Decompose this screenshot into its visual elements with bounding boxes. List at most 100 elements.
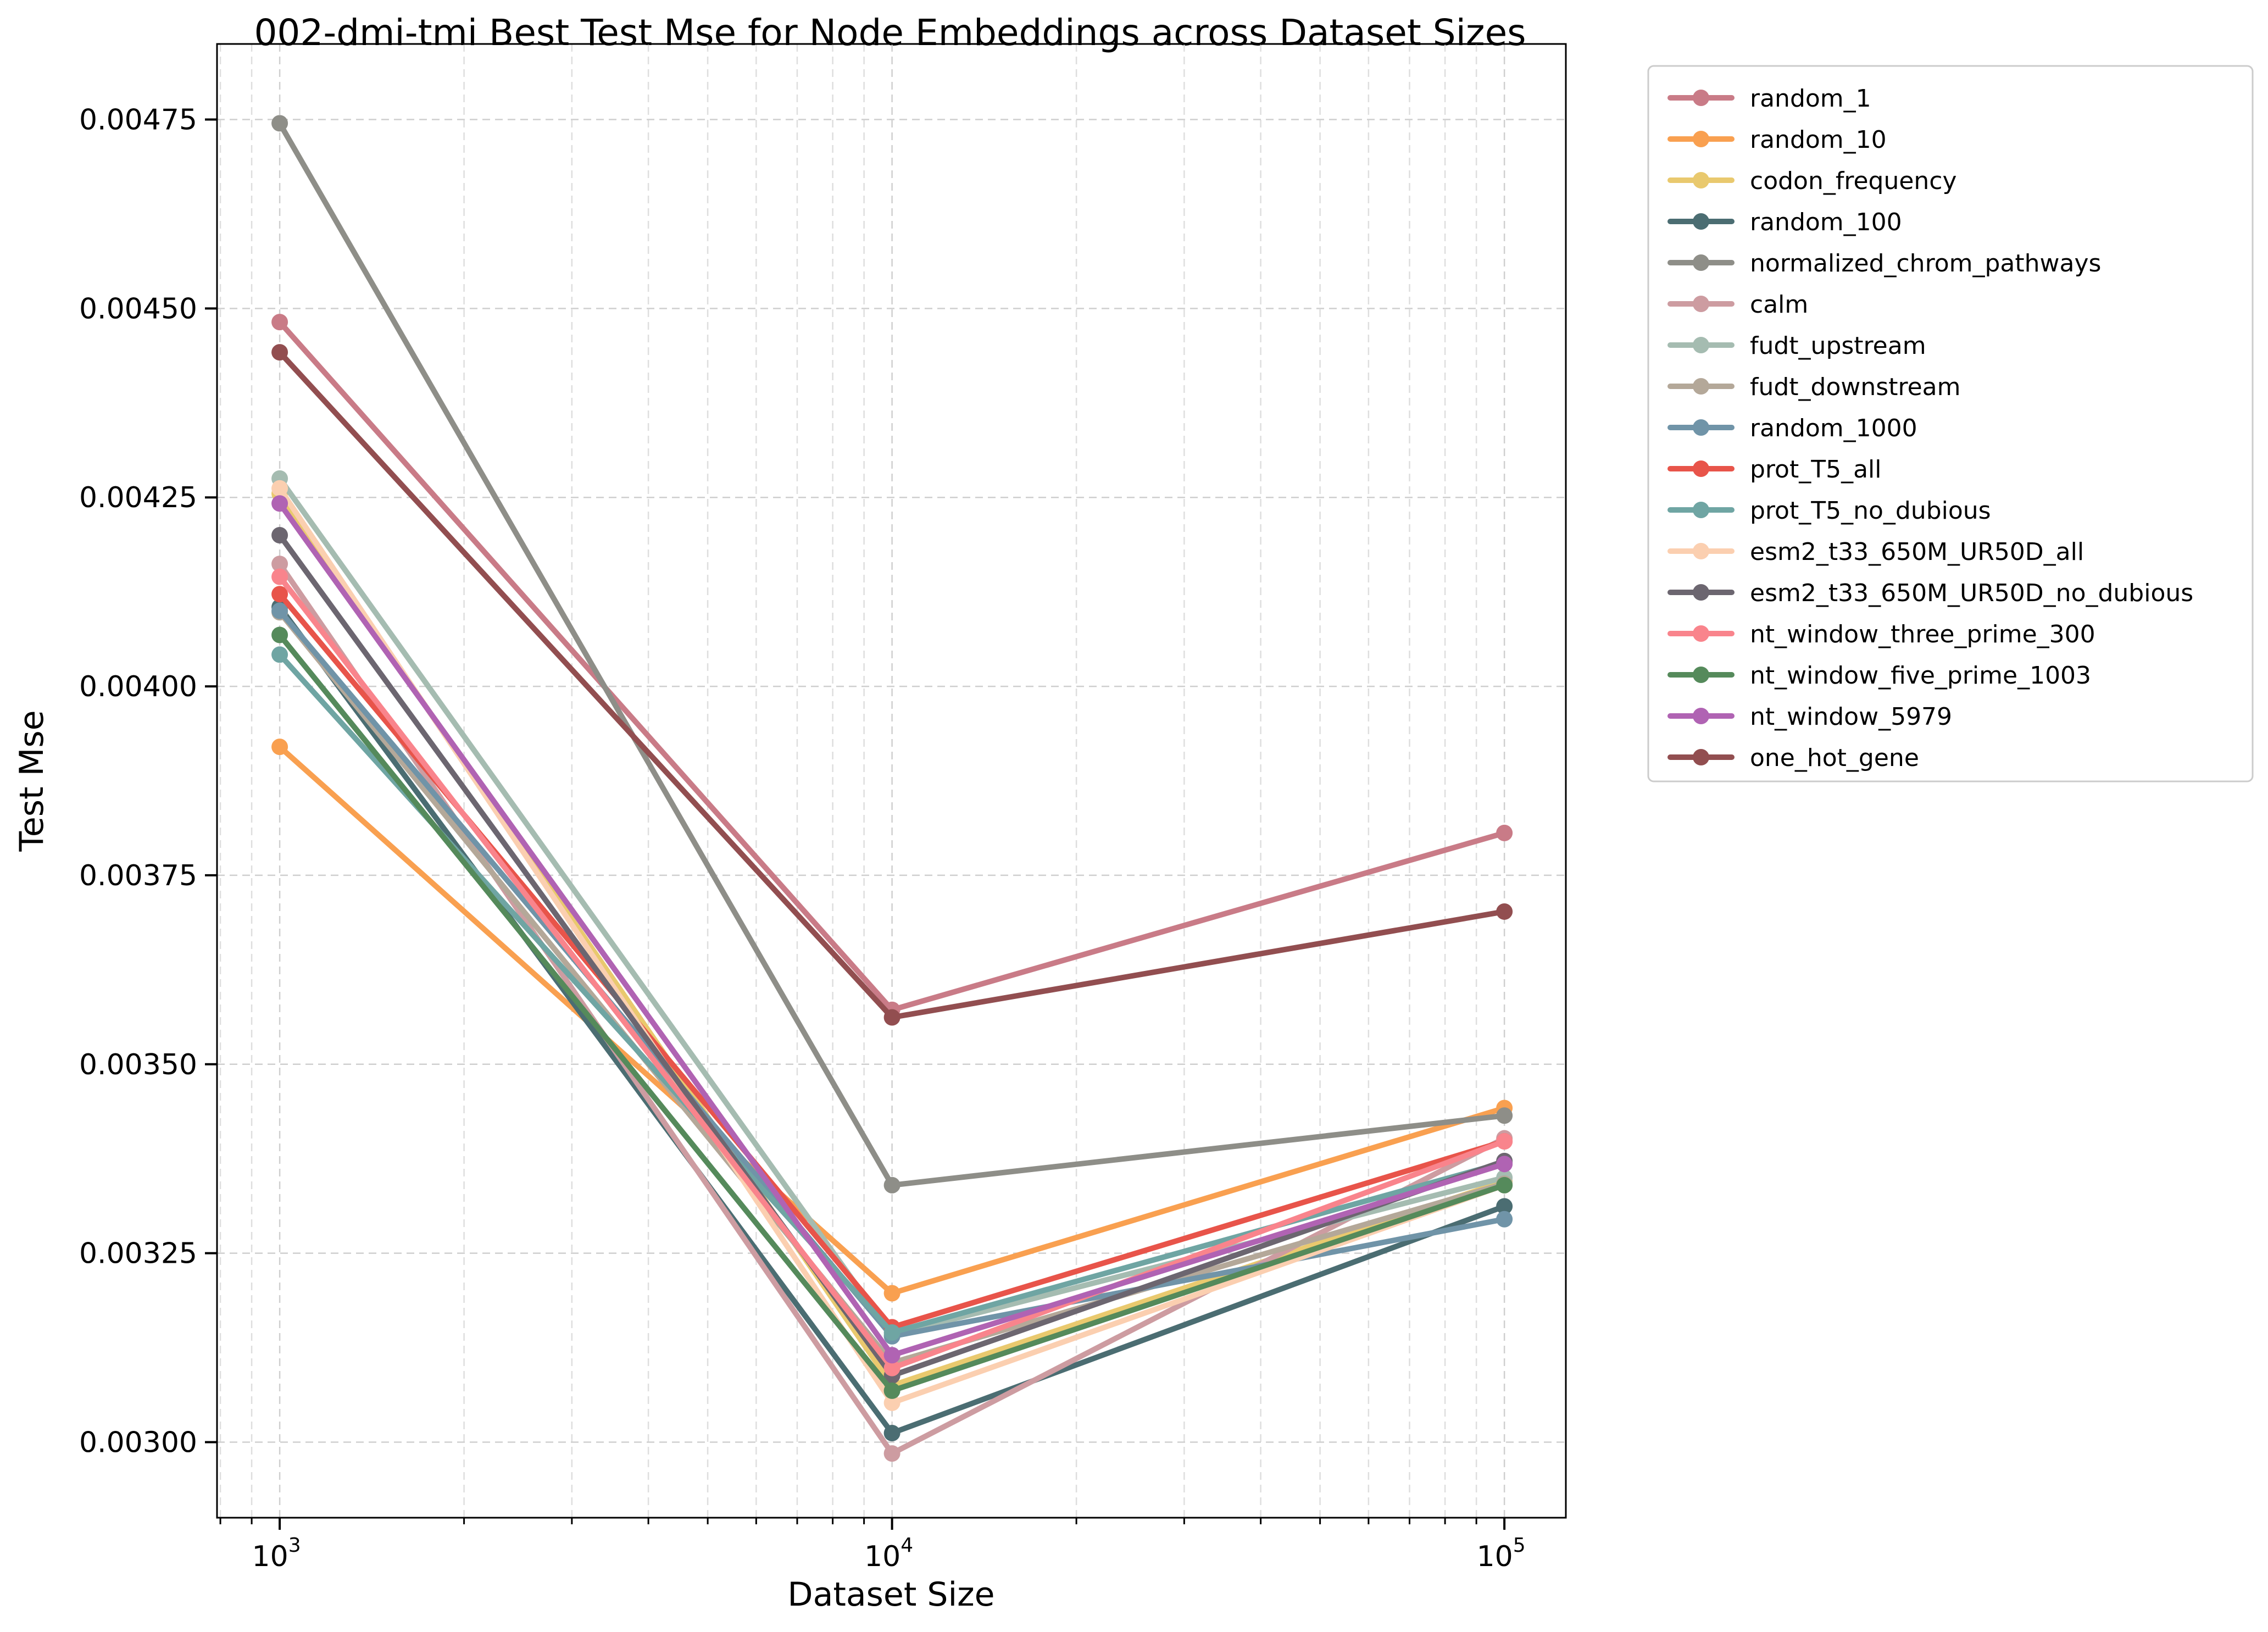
y-tick-label: 0.00350 bbox=[79, 1048, 197, 1081]
legend-entry: esm2_t33_650M_UR50D_all bbox=[1667, 538, 2084, 566]
legend-entry: random_100 bbox=[1667, 208, 1902, 236]
series-layer bbox=[271, 115, 1513, 1462]
data-point bbox=[1496, 1211, 1513, 1228]
legend-label: nt_window_five_prime_1003 bbox=[1750, 662, 2091, 690]
legend-swatch-marker bbox=[1693, 172, 1709, 188]
y-tick-label: 0.00425 bbox=[79, 481, 197, 514]
x-axis-label: Dataset Size bbox=[787, 1575, 994, 1614]
data-point bbox=[271, 556, 288, 573]
legend-entry: normalized_chrom_pathways bbox=[1667, 249, 2101, 277]
data-point bbox=[271, 646, 288, 663]
data-point bbox=[271, 344, 288, 361]
y-tick-label: 0.00475 bbox=[79, 104, 197, 137]
data-point bbox=[271, 115, 288, 132]
data-point bbox=[271, 480, 288, 497]
legend-swatch-marker bbox=[1693, 90, 1709, 106]
legend-entry: random_1000 bbox=[1667, 414, 1917, 442]
series-nt_window_five_prime_1003 bbox=[271, 626, 1513, 1399]
data-point bbox=[271, 527, 288, 543]
data-point bbox=[883, 1394, 900, 1411]
series-nt_window_5979 bbox=[271, 495, 1513, 1364]
legend-entry: prot_T5_no_dubious bbox=[1667, 497, 1991, 525]
data-point bbox=[883, 1285, 900, 1302]
legend-entry: esm2_t33_650M_UR50D_no_dubious bbox=[1667, 579, 2193, 607]
legend-swatch-marker bbox=[1693, 625, 1709, 642]
data-point bbox=[1496, 1198, 1513, 1215]
legend-swatch-marker bbox=[1693, 378, 1709, 395]
data-point bbox=[271, 586, 288, 603]
axes: 103 104 105 0.00300 0.00325 0.00350 0.00375 0.0… bbox=[79, 104, 1526, 1573]
legend-swatch-marker bbox=[1693, 337, 1709, 353]
data-point bbox=[1496, 1156, 1513, 1173]
legend-label: prot_T5_no_dubious bbox=[1750, 497, 1991, 525]
legend-swatch-marker bbox=[1693, 460, 1709, 477]
data-point bbox=[271, 314, 288, 331]
legend-label: random_10 bbox=[1750, 126, 1887, 154]
chart-title: 002-dmi-tmi Best Test Mse for Node Embed… bbox=[254, 12, 1526, 54]
legend-entry: random_10 bbox=[1667, 126, 1887, 154]
data-point bbox=[271, 602, 288, 619]
legend-label: normalized_chrom_pathways bbox=[1750, 249, 2101, 277]
legend-entry: fudt_downstream bbox=[1667, 373, 1960, 401]
series-one_hot_gene bbox=[271, 344, 1513, 1026]
data-point bbox=[883, 1382, 900, 1399]
legend-frame bbox=[1647, 65, 2254, 782]
legend-label: fudt_downstream bbox=[1750, 373, 1960, 401]
data-point bbox=[883, 1176, 900, 1194]
legend-label: esm2_t33_650M_UR50D_no_dubious bbox=[1750, 579, 2193, 607]
legend-label: prot_T5_all bbox=[1750, 456, 1882, 484]
legend-swatch-marker bbox=[1693, 296, 1709, 312]
y-tick-label: 0.00450 bbox=[79, 292, 197, 325]
data-point bbox=[883, 1347, 900, 1364]
series-nt_window_three_prime_300 bbox=[271, 568, 1513, 1376]
y-axis-label: Test Mse bbox=[13, 710, 51, 852]
legend-label: calm bbox=[1750, 291, 1808, 319]
data-point bbox=[1496, 903, 1513, 920]
y-tick-label: 0.00400 bbox=[79, 670, 197, 703]
legend-entry: nt_window_five_prime_1003 bbox=[1667, 662, 2091, 690]
data-point bbox=[1496, 1133, 1513, 1150]
legend-swatch-marker bbox=[1693, 749, 1709, 765]
legend-entry: codon_frequency bbox=[1667, 167, 1957, 195]
data-point bbox=[883, 1445, 900, 1462]
legend-label: nt_window_three_prime_300 bbox=[1750, 620, 2095, 648]
data-point bbox=[271, 626, 288, 643]
data-point bbox=[271, 568, 288, 585]
y-tick-label: 0.00325 bbox=[79, 1237, 197, 1270]
legend-label: random_100 bbox=[1750, 208, 1902, 236]
legend-label: esm2_t33_650M_UR50D_all bbox=[1750, 538, 2084, 566]
legend-label: random_1 bbox=[1750, 85, 1871, 113]
y-tick-label: 0.00375 bbox=[79, 859, 197, 892]
x-tick-label: 105 bbox=[1477, 1534, 1526, 1573]
data-point bbox=[1496, 1107, 1513, 1124]
legend-entry: nt_window_three_prime_300 bbox=[1667, 620, 2095, 648]
legend-label: nt_window_5979 bbox=[1750, 703, 1952, 731]
data-point bbox=[883, 1424, 900, 1441]
y-tick-label: 0.00300 bbox=[79, 1426, 197, 1459]
data-point bbox=[883, 1009, 900, 1026]
legend-label: codon_frequency bbox=[1750, 167, 1957, 195]
legend-label: one_hot_gene bbox=[1750, 744, 1919, 772]
legend-entry: random_1 bbox=[1667, 85, 1871, 113]
data-point bbox=[1496, 1176, 1513, 1194]
legend: random_1 random_10 codon_frequency random_1… bbox=[1647, 65, 2254, 782]
legend-swatch-marker bbox=[1693, 584, 1709, 601]
legend-entry: fudt_upstream bbox=[1667, 332, 1926, 360]
legend-label: fudt_upstream bbox=[1750, 332, 1926, 360]
legend-swatch-marker bbox=[1693, 502, 1709, 518]
legend-entry: calm bbox=[1667, 291, 1808, 319]
legend-swatch-marker bbox=[1693, 543, 1709, 559]
legend-label: random_1000 bbox=[1750, 414, 1917, 442]
data-point bbox=[883, 1359, 900, 1376]
legend-swatch-marker bbox=[1693, 419, 1709, 436]
data-point bbox=[883, 1324, 900, 1341]
legend-swatch-marker bbox=[1693, 708, 1709, 724]
x-tick-label: 103 bbox=[252, 1534, 301, 1573]
legend-swatch-marker bbox=[1693, 254, 1709, 271]
series-normalized_chrom_pathways bbox=[271, 115, 1513, 1194]
legend-entry: prot_T5_all bbox=[1667, 456, 1882, 484]
legend-swatch-marker bbox=[1693, 213, 1709, 230]
legend-swatch-marker bbox=[1693, 667, 1709, 683]
legend-entry: nt_window_5979 bbox=[1667, 703, 1952, 731]
